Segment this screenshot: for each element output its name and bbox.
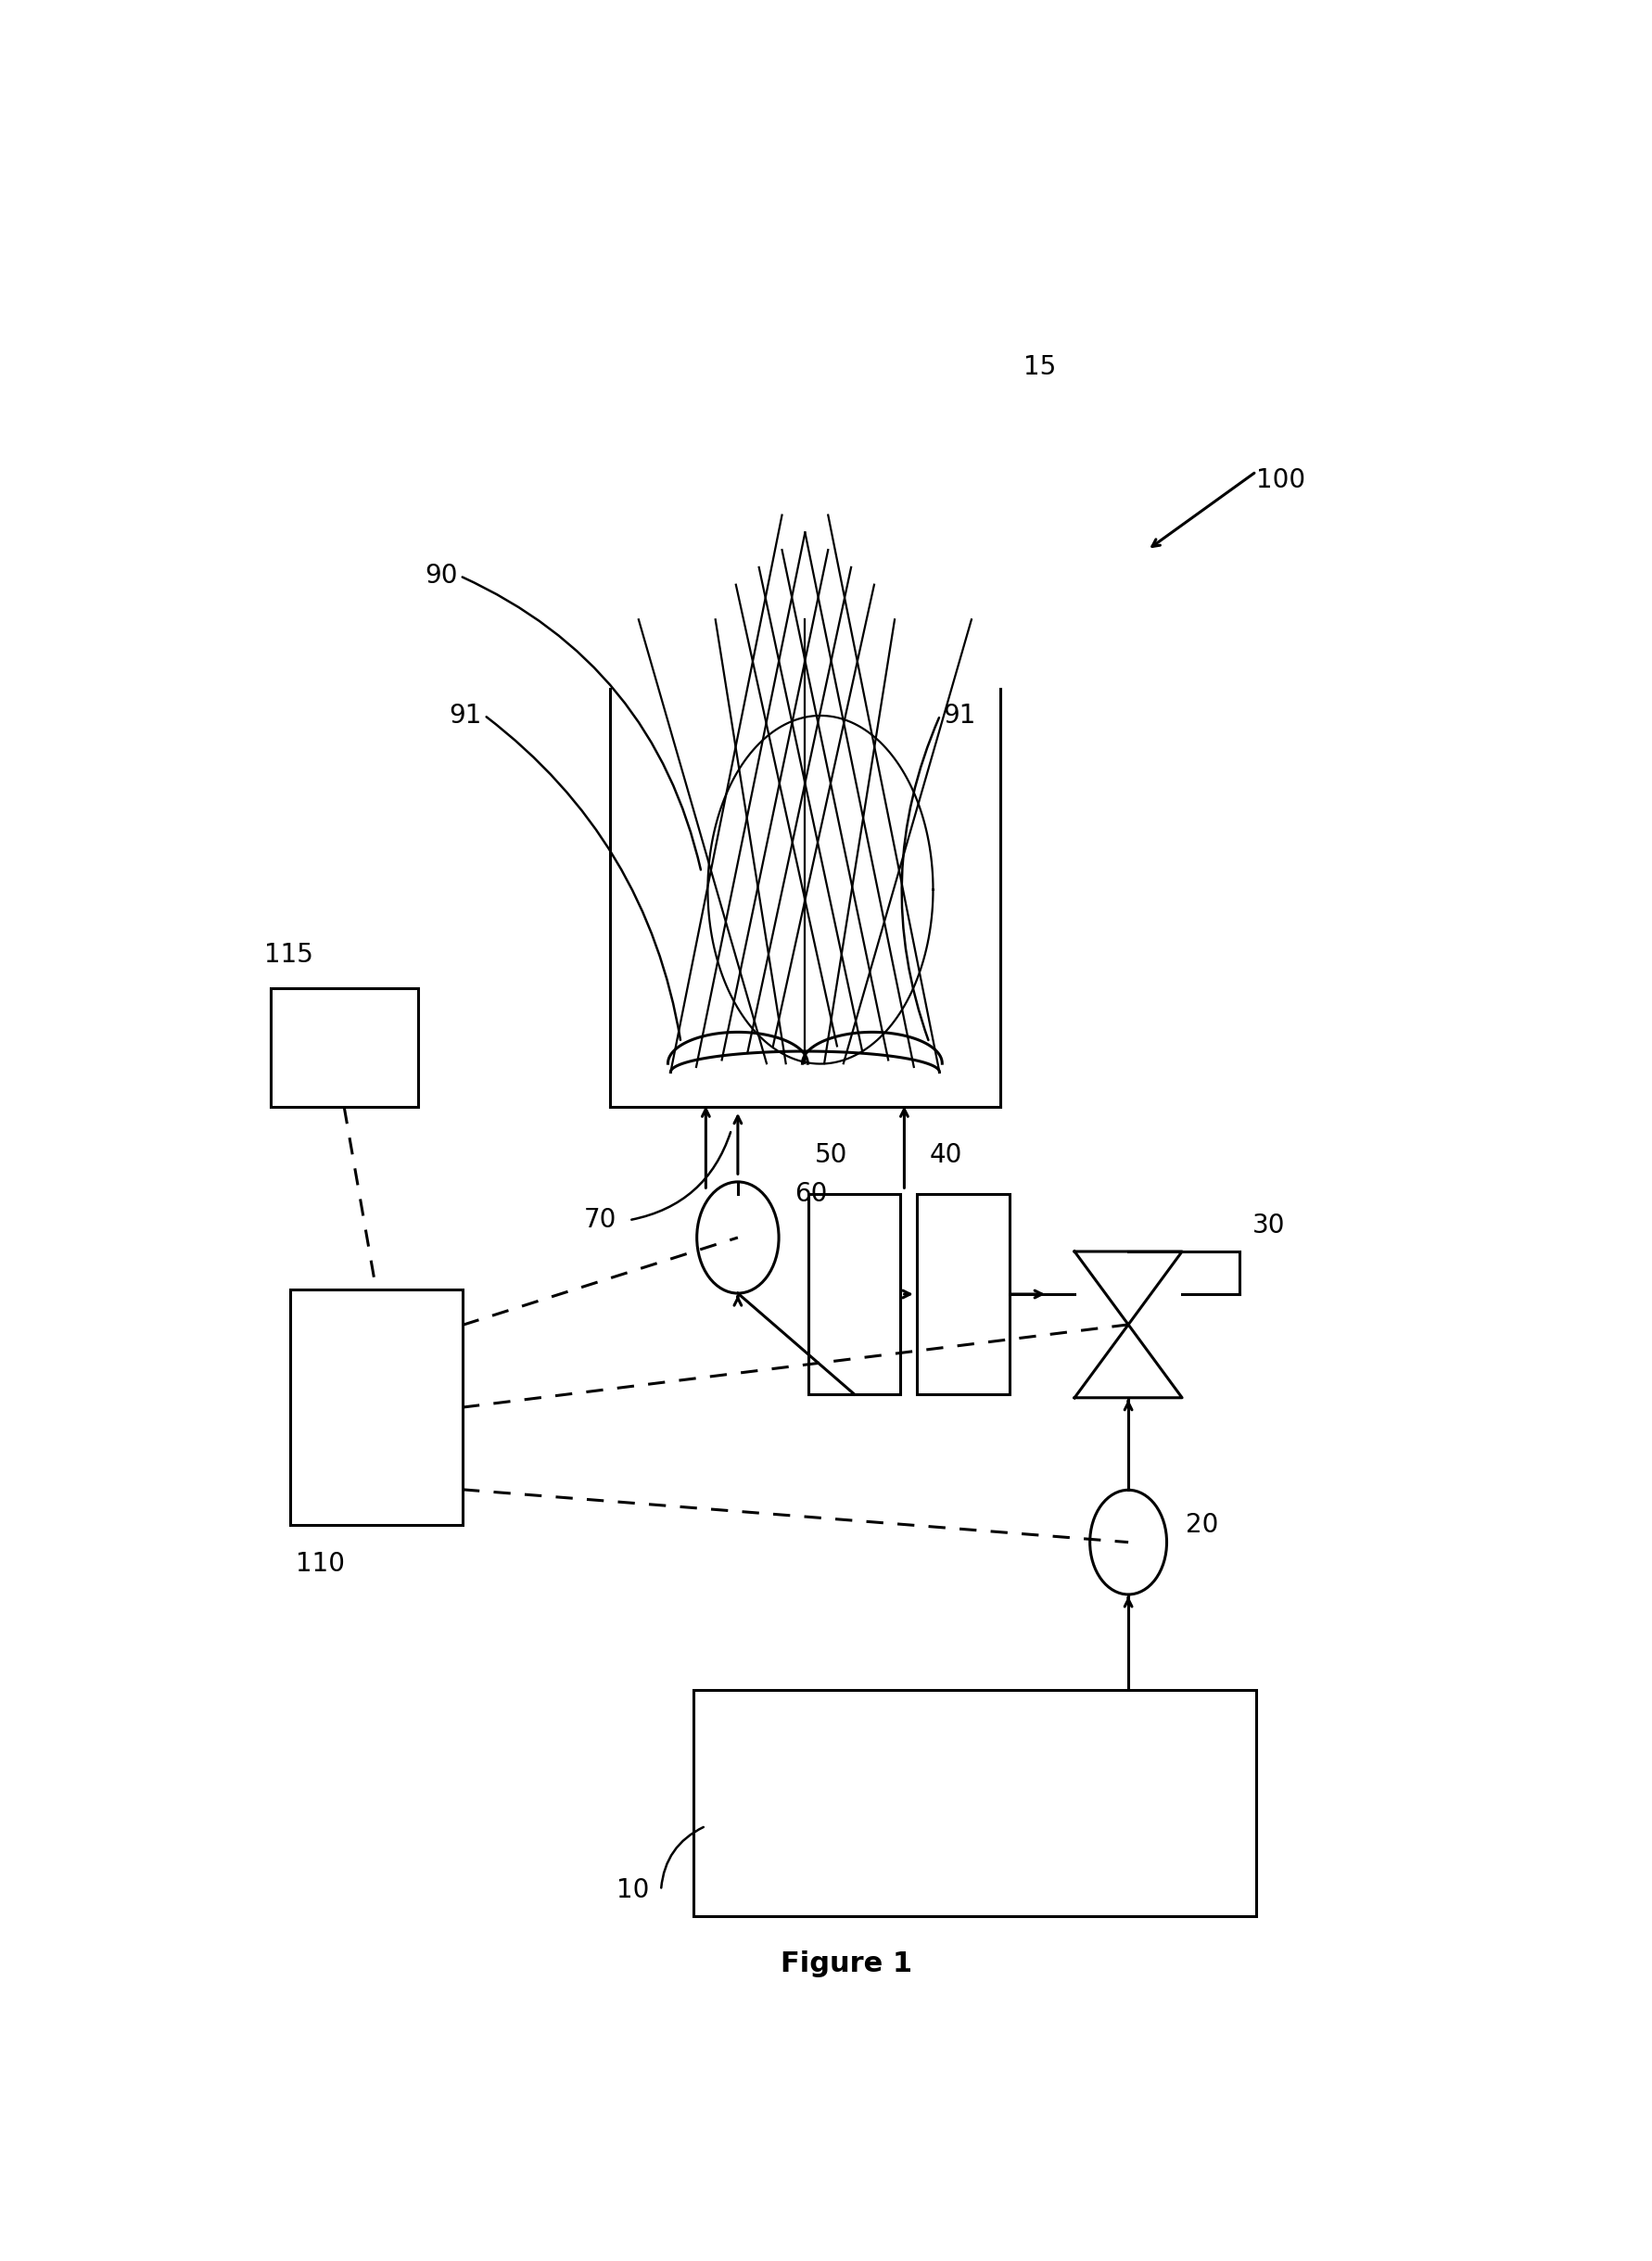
Text: 100: 100 bbox=[1256, 468, 1305, 493]
Text: 110: 110 bbox=[296, 1551, 345, 1576]
Text: 40: 40 bbox=[930, 1142, 963, 1169]
Text: 70: 70 bbox=[585, 1207, 616, 1232]
Text: Figure 1: Figure 1 bbox=[781, 1951, 912, 1978]
Text: 91: 91 bbox=[943, 703, 975, 728]
Text: 30: 30 bbox=[1252, 1212, 1285, 1239]
Text: 10: 10 bbox=[616, 1877, 649, 1904]
Bar bbox=[271, 988, 418, 1108]
Text: 20: 20 bbox=[1186, 1513, 1219, 1537]
Text: 15: 15 bbox=[1023, 355, 1056, 380]
Bar bbox=[917, 1194, 1009, 1395]
Text: 91: 91 bbox=[449, 703, 482, 728]
Text: 90: 90 bbox=[425, 563, 458, 588]
Bar bbox=[808, 1194, 900, 1395]
Bar bbox=[694, 1691, 1257, 1917]
Bar bbox=[289, 1289, 463, 1524]
Text: 60: 60 bbox=[795, 1180, 828, 1207]
Text: 115: 115 bbox=[264, 943, 314, 968]
Text: 50: 50 bbox=[814, 1142, 847, 1169]
